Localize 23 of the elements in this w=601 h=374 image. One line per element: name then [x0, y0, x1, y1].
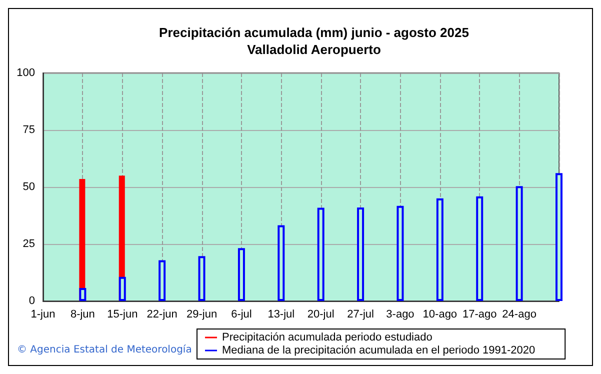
- y-tick-label: 25: [22, 238, 35, 250]
- x-tick-label: 8-jun: [70, 308, 95, 320]
- x-tick-label: 10-ago: [422, 308, 458, 320]
- x-tick-label: 6-jul: [231, 308, 252, 320]
- legend-label: Mediana de la precipitación acumulada en el periodo 1991-2020: [222, 344, 536, 356]
- x-tick-label: 27-jul: [347, 308, 374, 320]
- chart-subtitle: Valladolid Aeropuerto: [247, 42, 381, 57]
- x-tick-label: 13-jul: [268, 308, 295, 320]
- x-tick-label: 29-jun: [186, 308, 218, 320]
- chart-title: Precipitación acumulada (mm) junio - agosto 2025: [159, 25, 469, 40]
- y-tick-label: 0: [28, 295, 35, 307]
- x-tick-label: 17-ago: [462, 308, 497, 320]
- text: © Agencia Estatal de Meteorología: [17, 344, 192, 356]
- x-tick-label: 24-ago: [502, 308, 536, 320]
- x-tick-label: 22-jun: [146, 308, 178, 320]
- x-tick-label: 15-jun: [107, 308, 138, 320]
- x-tick-label: 3-ago: [386, 308, 414, 320]
- y-tick-label: 50: [22, 181, 35, 193]
- y-tick-label: 75: [22, 124, 35, 136]
- legend-label: Precipitación acumulada periodo estudiado: [222, 332, 432, 344]
- x-tick-label: 1-jun: [30, 308, 56, 320]
- x-tick-label: 20-jul: [307, 308, 334, 320]
- y-tick-label: 100: [16, 67, 35, 79]
